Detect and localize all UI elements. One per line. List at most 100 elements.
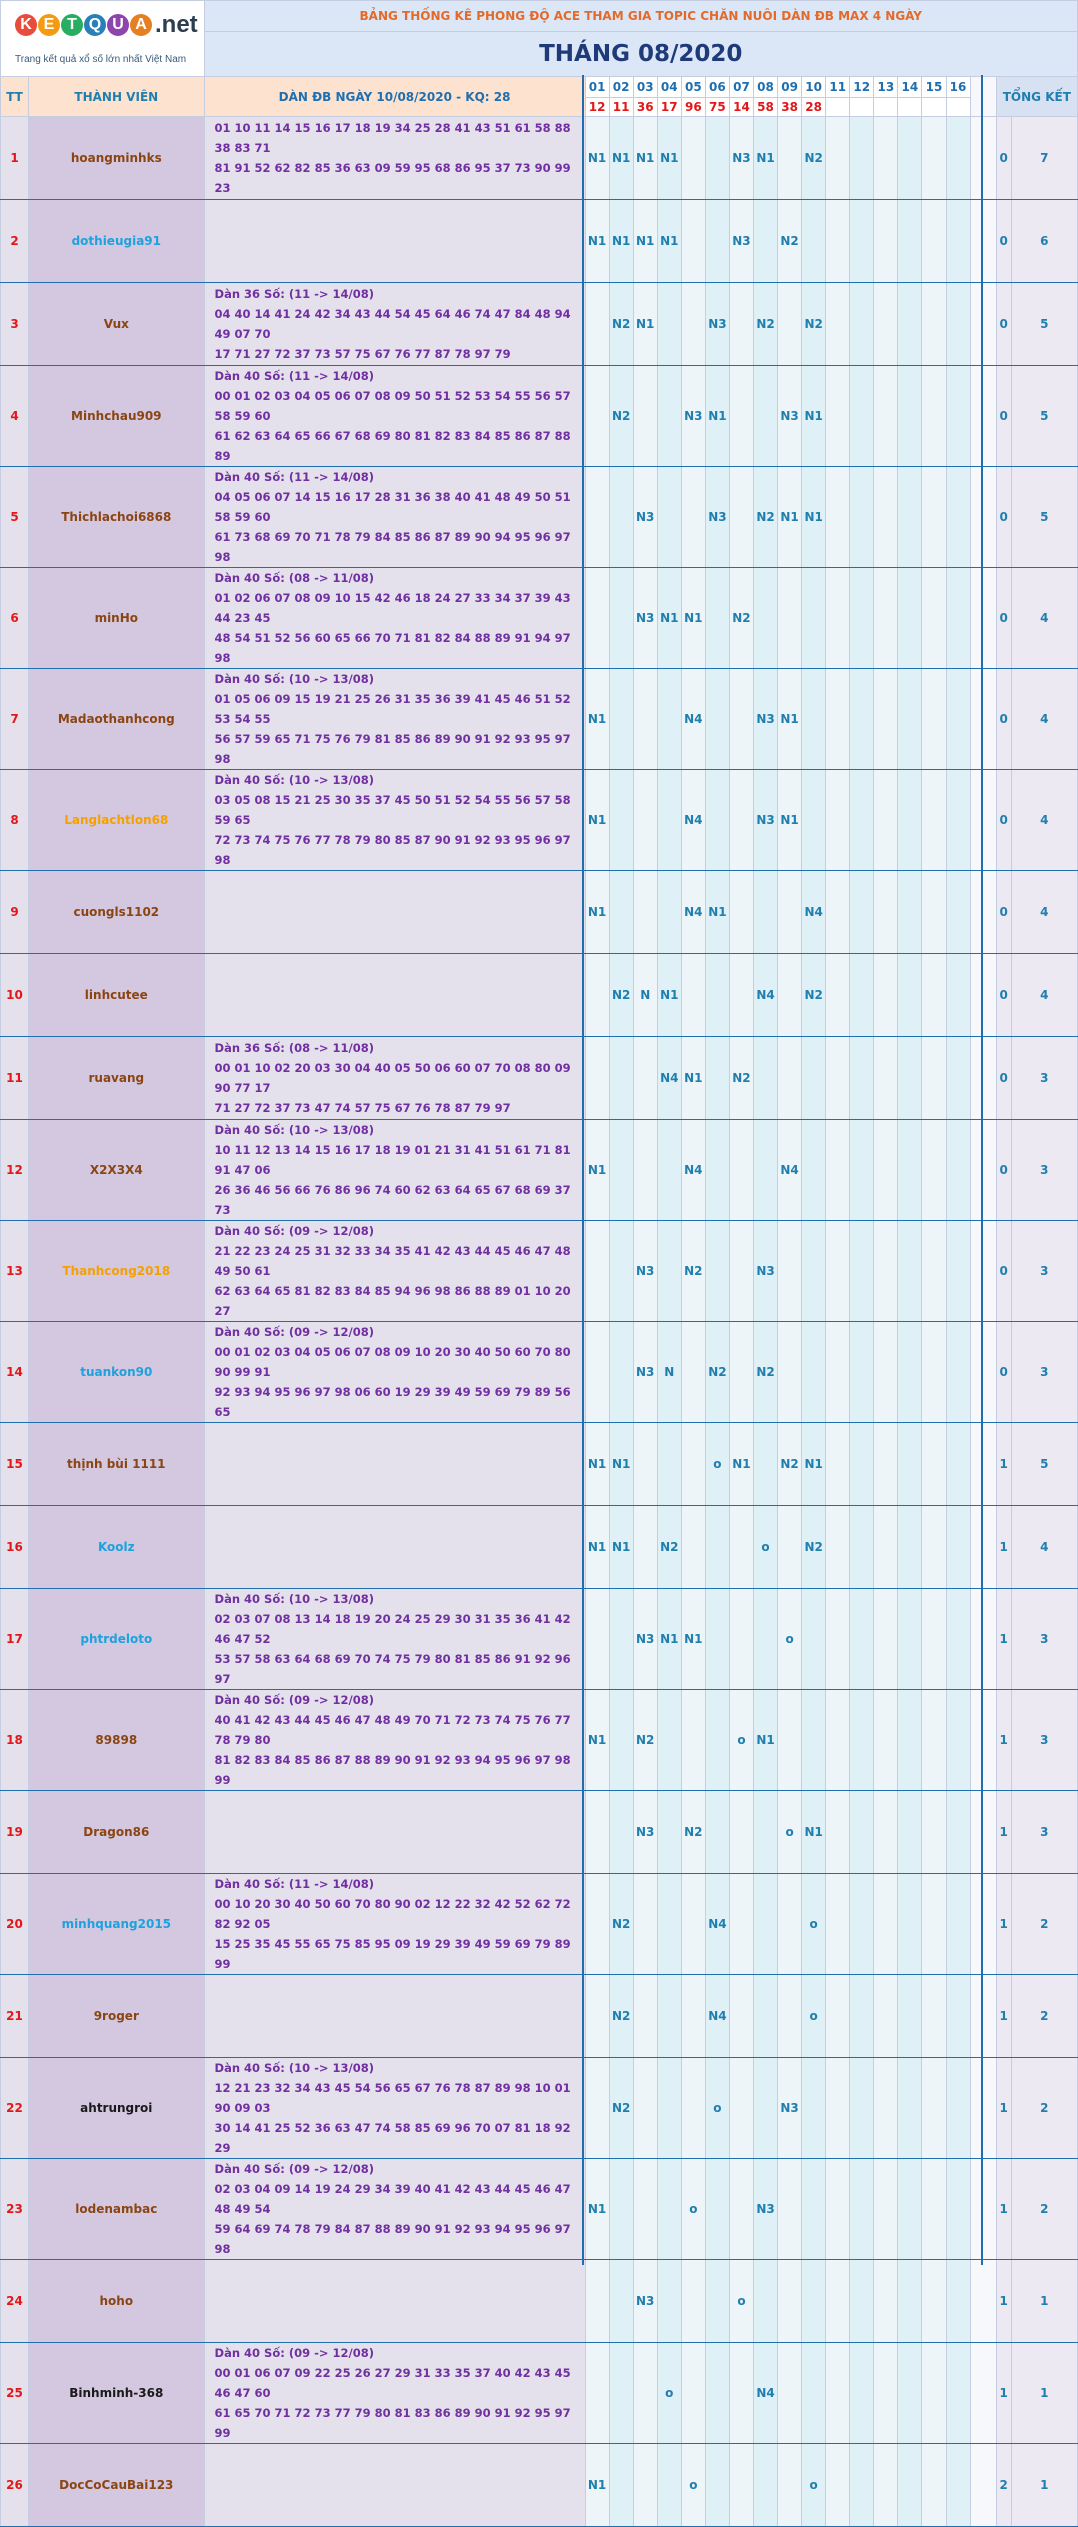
day-mark [897, 1974, 923, 2058]
day-mark: N2 [656, 1505, 682, 1589]
dan-title: Dàn 40 Số: (10 -> 13/08) [214, 1123, 374, 1137]
member-name[interactable]: DocCoCauBai123 [28, 2443, 205, 2527]
day-mark: o [801, 1974, 827, 2058]
day-result: 11 [608, 97, 634, 117]
day-mark: N4 [680, 668, 706, 770]
day-mark [728, 2342, 755, 2444]
day-mark [873, 870, 899, 954]
day-mark [825, 116, 851, 200]
row-spacer [969, 1505, 997, 1589]
member-name[interactable]: thịnh bùi 1111 [28, 1422, 205, 1506]
day-mark [873, 1588, 899, 1690]
day-mark [945, 1422, 971, 1506]
day-mark [921, 953, 947, 1037]
summary-left: 0 [995, 282, 1012, 366]
day-mark [801, 769, 827, 871]
summary-right: 4 [1010, 567, 1078, 669]
day-mark [656, 2158, 682, 2260]
day-mark: N1 [608, 1505, 634, 1589]
member-name[interactable]: Binhminh-368 [28, 2342, 205, 2444]
day-mark [921, 2342, 947, 2444]
day-mark: N4 [656, 1036, 682, 1120]
dan-cell [203, 953, 586, 1037]
day-mark: N3 [632, 1220, 658, 1322]
day-mark: N1 [752, 1689, 779, 1791]
member-name[interactable]: phtrdeloto [28, 1588, 205, 1690]
day-mark: N1 [608, 116, 634, 200]
day-mark: N2 [704, 1321, 730, 1423]
day-mark: N1 [584, 769, 610, 871]
member-name[interactable]: ruavang [28, 1036, 205, 1120]
member-name[interactable]: X2X3X4 [28, 1119, 205, 1221]
day-mark [873, 282, 899, 366]
row-spacer [969, 953, 997, 1037]
summary-right: 4 [1010, 1505, 1078, 1589]
day-mark: N1 [752, 116, 779, 200]
day-mark [656, 1220, 682, 1322]
day-mark [825, 870, 851, 954]
day-mark [728, 870, 755, 954]
member-name[interactable]: Vux [28, 282, 205, 366]
day-mark: N4 [680, 1119, 706, 1221]
day-mark [897, 2259, 923, 2343]
dan-cell [203, 870, 586, 954]
dan-cell [203, 1505, 586, 1589]
member-name[interactable]: Dragon86 [28, 1790, 205, 1874]
day-mark [656, 1119, 682, 1221]
ketqua-logo[interactable]: K E T Q U A .net Trang kết quả xổ số lớn nhất … [1, 2, 203, 76]
day-mark [897, 282, 923, 366]
summary-right: 1 [1010, 2342, 1078, 2444]
dan-title: Dàn 40 Số: (10 -> 13/08) [214, 672, 374, 686]
day-mark: N1 [656, 567, 682, 669]
member-name[interactable]: Thanhcong2018 [28, 1220, 205, 1322]
member-name[interactable]: dothieugia91 [28, 199, 205, 283]
member-name[interactable]: Madaothanhcong [28, 668, 205, 770]
dan-title: Dàn 40 Số: (09 -> 12/08) [214, 1693, 374, 1707]
day-mark [656, 466, 682, 568]
day-mark [801, 1689, 827, 1791]
member-name[interactable]: 89898 [28, 1689, 205, 1791]
member-name[interactable]: ahtrungroi [28, 2057, 205, 2159]
day-mark [921, 1505, 947, 1589]
member-name[interactable]: hoho [28, 2259, 205, 2343]
day-header: 07 [728, 76, 755, 98]
day-mark [728, 1505, 755, 1589]
summary-left: 0 [995, 567, 1012, 669]
dan-cell: Dàn 40 Số: (09 -> 12/08) 02 03 04 09 14 1… [203, 2158, 586, 2260]
day-mark [656, 1974, 682, 2058]
member-row: 6 minHo Dàn 40 Số: (08 -> 11/08) 01 02 06 0… [0, 567, 1078, 669]
member-name[interactable]: cuongls1102 [28, 870, 205, 954]
day-mark [873, 1689, 899, 1791]
dan-numbers: 01 05 06 09 15 19 21 25 26 31 35 36 39 4… [214, 692, 571, 726]
day-mark [608, 1036, 634, 1120]
member-name[interactable]: Koolz [28, 1505, 205, 1589]
day-mark [656, 870, 682, 954]
day-mark: N4 [752, 953, 779, 1037]
day-mark: N1 [584, 668, 610, 770]
member-name[interactable]: lodenambac [28, 2158, 205, 2260]
day-mark: N [632, 953, 658, 1037]
day-mark [897, 769, 923, 871]
member-name[interactable]: minHo [28, 567, 205, 669]
dan-title: Dàn 40 Số: (10 -> 13/08) [214, 2061, 374, 2075]
row-number: 18 [0, 1689, 30, 1791]
member-row: 2 dothieugia91 N1 N1 N1 N1 N3 N2 0 6 [0, 199, 1078, 283]
member-name[interactable]: linhcutee [28, 953, 205, 1037]
day-mark [825, 1422, 851, 1506]
member-name[interactable]: Minhchau909 [28, 365, 205, 467]
logo-letter: E [38, 14, 60, 36]
member-row: 19 Dragon86 N3 N2 o N1 1 3 [0, 1790, 1078, 1874]
day-mark: N2 [752, 282, 779, 366]
day-mark [777, 282, 803, 366]
member-name[interactable]: hoangminhks [28, 116, 205, 200]
member-name[interactable]: tuankon90 [28, 1321, 205, 1423]
member-name[interactable]: Thichlachoi6868 [28, 466, 205, 568]
member-name[interactable]: Langlachtlon68 [28, 769, 205, 871]
summary-right: 5 [1010, 466, 1078, 568]
day-mark [921, 1220, 947, 1322]
member-name[interactable]: 9roger [28, 1974, 205, 2058]
summary-left: 0 [995, 1220, 1012, 1322]
summary-left: 1 [995, 2158, 1012, 2260]
member-name[interactable]: minhquang2015 [28, 1873, 205, 1975]
day-mark [825, 1321, 851, 1423]
